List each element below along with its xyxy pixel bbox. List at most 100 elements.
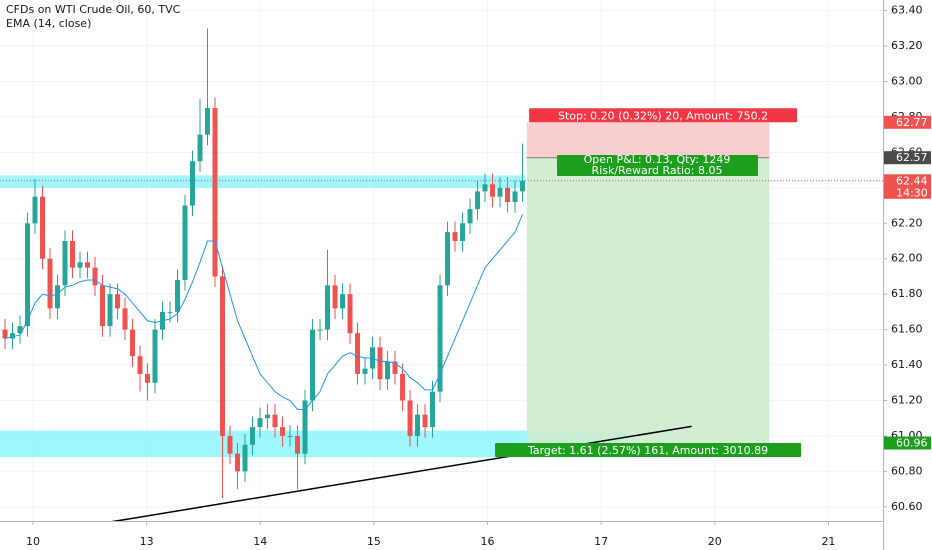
x-tick-label: 16 xyxy=(481,535,495,548)
candle-body xyxy=(227,435,233,454)
y-tick-label: 63.00 xyxy=(891,75,923,88)
plot-area xyxy=(0,0,883,530)
candle-body xyxy=(250,427,256,445)
target-label: Target: 1.61 (2.57%) 161, Amount: 3010.8… xyxy=(527,444,768,457)
candle-body xyxy=(100,285,106,327)
target-zone xyxy=(526,157,770,444)
price-tag-label: 62.44 xyxy=(896,174,928,187)
candle-body xyxy=(55,285,61,309)
pnl-box xyxy=(557,155,758,176)
candle-body xyxy=(77,262,83,268)
candle-body xyxy=(122,308,128,330)
target-label-box xyxy=(495,443,802,458)
x-tick-label: 13 xyxy=(140,535,154,548)
candle-body xyxy=(407,400,413,436)
candle-body xyxy=(107,294,113,327)
candle-body xyxy=(430,391,436,428)
candle-body xyxy=(257,418,263,428)
candle-body xyxy=(302,400,308,454)
price-tag-label: 62.57 xyxy=(896,151,928,164)
price-tag xyxy=(884,174,931,188)
y-tick-label: 61.20 xyxy=(891,393,923,406)
candle-body xyxy=(272,414,278,428)
y-tick-label: 61.60 xyxy=(891,323,923,336)
x-tick-label: 20 xyxy=(708,535,722,548)
candle-body xyxy=(62,241,68,286)
candle-body xyxy=(422,414,428,428)
candle-body xyxy=(220,276,226,436)
chart-title: CFDs on WTI Crude Oil, 60, TVC xyxy=(6,3,181,16)
price-tag xyxy=(884,151,931,165)
candle-body xyxy=(490,184,496,197)
candle-body xyxy=(497,187,503,197)
y-tick-label: 60.60 xyxy=(891,500,923,513)
zone xyxy=(0,175,526,188)
candle-body xyxy=(362,368,368,374)
candle-body xyxy=(347,294,353,334)
indicator-legend: EMA (14, close) xyxy=(6,17,91,30)
candle-body xyxy=(182,205,188,280)
candle-body xyxy=(415,414,421,436)
candle-body xyxy=(512,191,518,203)
pnl-label: Open P&L: 0.13, Qty: 1249 xyxy=(584,153,731,166)
candle-body xyxy=(32,196,38,224)
candle-body xyxy=(40,196,46,259)
candle-body xyxy=(400,373,406,401)
y-tick-label: 62.00 xyxy=(891,252,923,265)
y-tick-label: 62.20 xyxy=(891,216,923,229)
candle-body xyxy=(115,294,121,309)
candle-body xyxy=(70,241,76,268)
candle-body xyxy=(205,108,211,135)
candle-body xyxy=(25,223,31,327)
candle-body xyxy=(317,329,323,331)
ratio-label: Risk/Reward Ratio: 8.05 xyxy=(592,164,723,177)
ema-line xyxy=(4,214,523,410)
candle-body xyxy=(467,209,473,224)
candle-body xyxy=(242,444,248,472)
candle-body xyxy=(137,356,143,374)
candle-body xyxy=(310,329,316,401)
x-tick-label: 10 xyxy=(26,535,40,548)
y-tick-label: 61.40 xyxy=(891,358,923,371)
countdown: 14:30 xyxy=(896,186,928,199)
y-tick-label: 63.20 xyxy=(891,39,923,52)
countdown-box xyxy=(884,186,931,199)
x-tick-label: 21 xyxy=(821,535,835,548)
candle-body xyxy=(175,279,181,312)
candle-body xyxy=(280,427,286,436)
price-tag-label: 62.77 xyxy=(896,116,928,129)
x-tick-label: 15 xyxy=(367,535,381,548)
candle-body xyxy=(197,134,203,162)
candle-body xyxy=(145,373,151,383)
candle-body xyxy=(92,267,98,286)
candle-body xyxy=(460,223,466,242)
candle-body xyxy=(152,329,158,383)
y-axis-bg xyxy=(883,0,932,550)
candle-body xyxy=(520,180,526,192)
candle-body xyxy=(10,333,16,339)
y-tick-label: 60.80 xyxy=(891,464,923,477)
candle-body xyxy=(287,435,293,437)
candle-body xyxy=(332,285,338,309)
candle-body xyxy=(392,361,398,374)
candle-body xyxy=(325,285,331,330)
candle-body xyxy=(445,232,451,286)
candle-body xyxy=(17,326,23,334)
stop-zone xyxy=(526,122,770,158)
candle-body xyxy=(85,262,91,268)
candle-body xyxy=(377,347,383,380)
candle-body xyxy=(340,294,346,309)
y-tick-label: 61.80 xyxy=(891,287,923,300)
candle-body xyxy=(482,184,488,192)
candle-body xyxy=(437,285,443,392)
candle-body xyxy=(355,333,361,374)
candle-body xyxy=(385,361,391,380)
x-tick-label: 14 xyxy=(253,535,267,548)
x-axis-bg xyxy=(0,521,883,550)
candle-body xyxy=(130,329,136,357)
stop-label: Stop: 0.20 (0.32%) 20, Amount: 750.2 xyxy=(558,109,768,122)
candle-body xyxy=(190,161,196,206)
x-tick-label: 17 xyxy=(594,535,608,548)
candle-body xyxy=(235,453,241,472)
